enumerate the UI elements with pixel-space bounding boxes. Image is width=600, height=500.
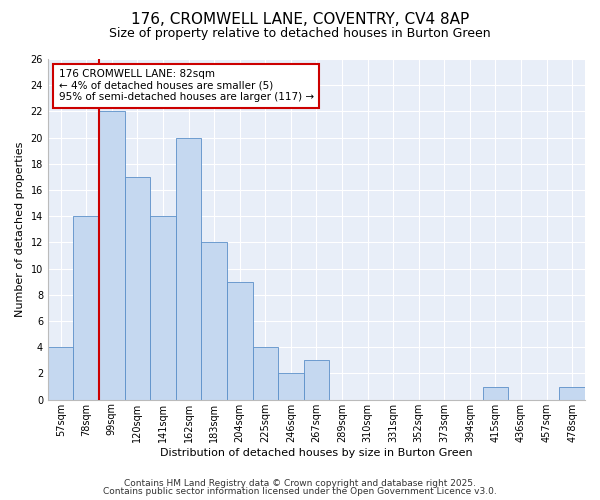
Bar xyxy=(48,348,73,400)
Bar xyxy=(278,374,304,400)
Bar xyxy=(99,112,125,400)
Bar xyxy=(253,348,278,400)
Y-axis label: Number of detached properties: Number of detached properties xyxy=(15,142,25,317)
Text: Contains HM Land Registry data © Crown copyright and database right 2025.: Contains HM Land Registry data © Crown c… xyxy=(124,478,476,488)
Bar xyxy=(176,138,202,400)
Bar xyxy=(559,386,585,400)
Bar xyxy=(125,177,150,400)
Bar xyxy=(482,386,508,400)
Text: Size of property relative to detached houses in Burton Green: Size of property relative to detached ho… xyxy=(109,28,491,40)
Bar xyxy=(227,282,253,400)
Bar xyxy=(202,242,227,400)
X-axis label: Distribution of detached houses by size in Burton Green: Distribution of detached houses by size … xyxy=(160,448,473,458)
Text: 176 CROMWELL LANE: 82sqm
← 4% of detached houses are smaller (5)
95% of semi-det: 176 CROMWELL LANE: 82sqm ← 4% of detache… xyxy=(59,69,314,102)
Bar xyxy=(150,216,176,400)
Bar xyxy=(73,216,99,400)
Text: 176, CROMWELL LANE, COVENTRY, CV4 8AP: 176, CROMWELL LANE, COVENTRY, CV4 8AP xyxy=(131,12,469,28)
Text: Contains public sector information licensed under the Open Government Licence v3: Contains public sector information licen… xyxy=(103,487,497,496)
Bar xyxy=(304,360,329,400)
